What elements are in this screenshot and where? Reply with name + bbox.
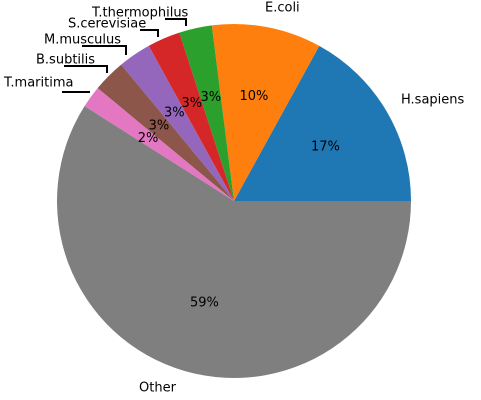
leader-line-b-subtilis bbox=[64, 65, 108, 73]
slice-label-s-cerevisiae: S.cerevisiae bbox=[68, 17, 146, 32]
percent-label-b-subtilis: 3% bbox=[149, 118, 170, 133]
slice-labels-layer: H.sapiens E.coli T.thermophilusS.cerevisia… bbox=[3, 1, 465, 396]
percent-labels-layer: 17%10%3%3%3%3%2%59% bbox=[138, 89, 340, 310]
pie-slice-b-subtilis bbox=[97, 64, 235, 202]
pie-slice-h-sapiens bbox=[234, 45, 411, 201]
pie-slice-e-coli bbox=[211, 24, 320, 201]
percent-label-e-coli: 10% bbox=[239, 89, 268, 104]
leader-line-m-musculus bbox=[82, 45, 127, 55]
percent-label-m-musculus: 3% bbox=[164, 106, 185, 121]
leader-line-t-thermophilus bbox=[165, 18, 187, 26]
slice-label-m-musculus: M.musculus bbox=[44, 33, 121, 48]
pie-slice-other bbox=[56, 106, 411, 378]
percent-label-t-maritima: 2% bbox=[138, 131, 159, 146]
slice-label-b-subtilis: B.subtilis bbox=[36, 53, 95, 68]
slice-label-h-sapiens: H.sapiens bbox=[401, 93, 465, 108]
percent-label-other: 59% bbox=[190, 296, 219, 311]
slices-layer bbox=[56, 24, 411, 378]
pie-slice-t-thermophilus bbox=[179, 25, 234, 202]
percent-label-h-sapiens: 17% bbox=[311, 139, 340, 154]
leaders-layer bbox=[62, 18, 187, 93]
pie-slice-m-musculus bbox=[121, 45, 234, 201]
slice-label-t-maritima: T.maritima bbox=[3, 76, 73, 91]
slice-label-t-thermophilus: T.thermophilus bbox=[91, 6, 189, 21]
slice-label-other: Other bbox=[139, 381, 177, 396]
percent-label-t-thermophilus: 3% bbox=[200, 90, 221, 105]
pie-slice-s-cerevisiae bbox=[148, 32, 234, 201]
pie-slice-t-maritima bbox=[84, 88, 234, 201]
slice-label-e-coli: E.coli bbox=[265, 1, 300, 16]
leader-line-s-cerevisiae bbox=[140, 29, 159, 37]
percent-label-s-cerevisiae: 3% bbox=[181, 96, 202, 111]
